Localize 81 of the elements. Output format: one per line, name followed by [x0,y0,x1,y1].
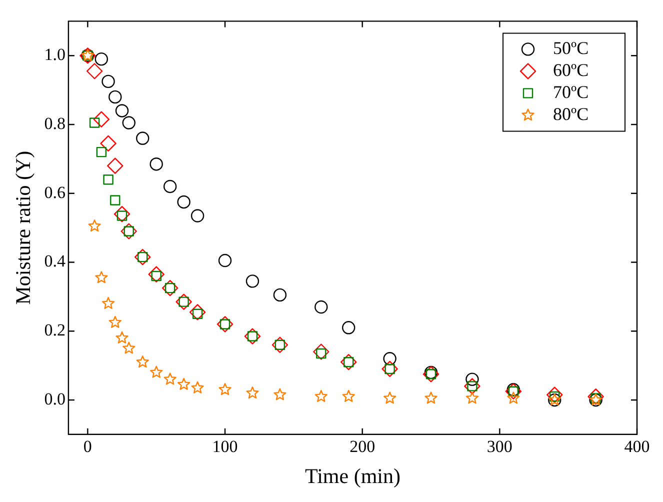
point [94,52,108,66]
point [382,360,398,378]
point [102,296,115,310]
y-tick-label: 0.8 [44,114,66,133]
point [148,266,164,282]
y-tick-label: 0.0 [44,389,66,408]
point [422,366,440,382]
point [342,321,356,334]
point [506,383,520,396]
x-tick-label: 100 [212,437,238,456]
point [136,355,149,368]
point [464,378,480,394]
point [107,158,124,174]
point [466,392,479,404]
point [342,390,355,402]
point [244,328,261,344]
y-axis-title: Moisture ratio (Y) [11,150,36,305]
point [588,388,604,405]
point [110,195,120,206]
point [116,331,128,344]
legend-label: 50ºC [553,38,589,58]
point [122,342,136,354]
point [273,288,287,302]
y-tick-label: 0.2 [44,320,66,340]
point [505,383,522,400]
point [108,90,122,104]
point [177,195,190,209]
point [274,388,286,400]
point [313,344,330,360]
point [103,174,114,185]
point [466,372,479,386]
point [95,271,108,284]
y-tick-label: 0.6 [44,182,66,202]
y-tick-label: 1.0 [44,45,66,64]
x-tick-label: 0 [83,437,92,456]
point [424,392,438,404]
point [190,209,204,222]
point [88,219,101,232]
x-axis-title: Time (min) [304,464,400,488]
point [191,381,204,394]
point [340,354,357,370]
point [218,383,232,396]
point [89,118,100,128]
point [102,74,115,88]
legend-label: 70ºC [553,82,589,102]
point [93,111,110,128]
point [162,280,178,296]
point [115,104,129,118]
x-tick-label: 400 [624,437,650,456]
point [216,316,234,332]
point [189,304,206,320]
y-tick-label: 0.4 [44,252,66,271]
legend-label: 60ºC [553,60,589,80]
point [272,336,288,353]
point [108,316,122,328]
point [246,386,259,399]
legend-label: 80ºC [553,104,589,124]
point [150,158,163,171]
point [150,366,163,378]
point [96,146,107,158]
point [178,378,190,390]
point [86,63,103,80]
point [176,294,192,310]
point [314,390,328,402]
point [218,254,232,268]
point [163,180,177,194]
point [122,116,136,130]
x-tick-label: 300 [486,437,512,456]
point [134,248,151,266]
point [546,386,563,403]
point [136,132,150,145]
point [120,223,137,240]
point [383,352,396,366]
point [384,392,396,404]
point [314,300,328,314]
point [246,274,260,288]
point [424,366,438,380]
x-tick-label: 200 [350,437,376,456]
point [114,206,130,222]
point [164,372,176,385]
point [100,135,116,152]
